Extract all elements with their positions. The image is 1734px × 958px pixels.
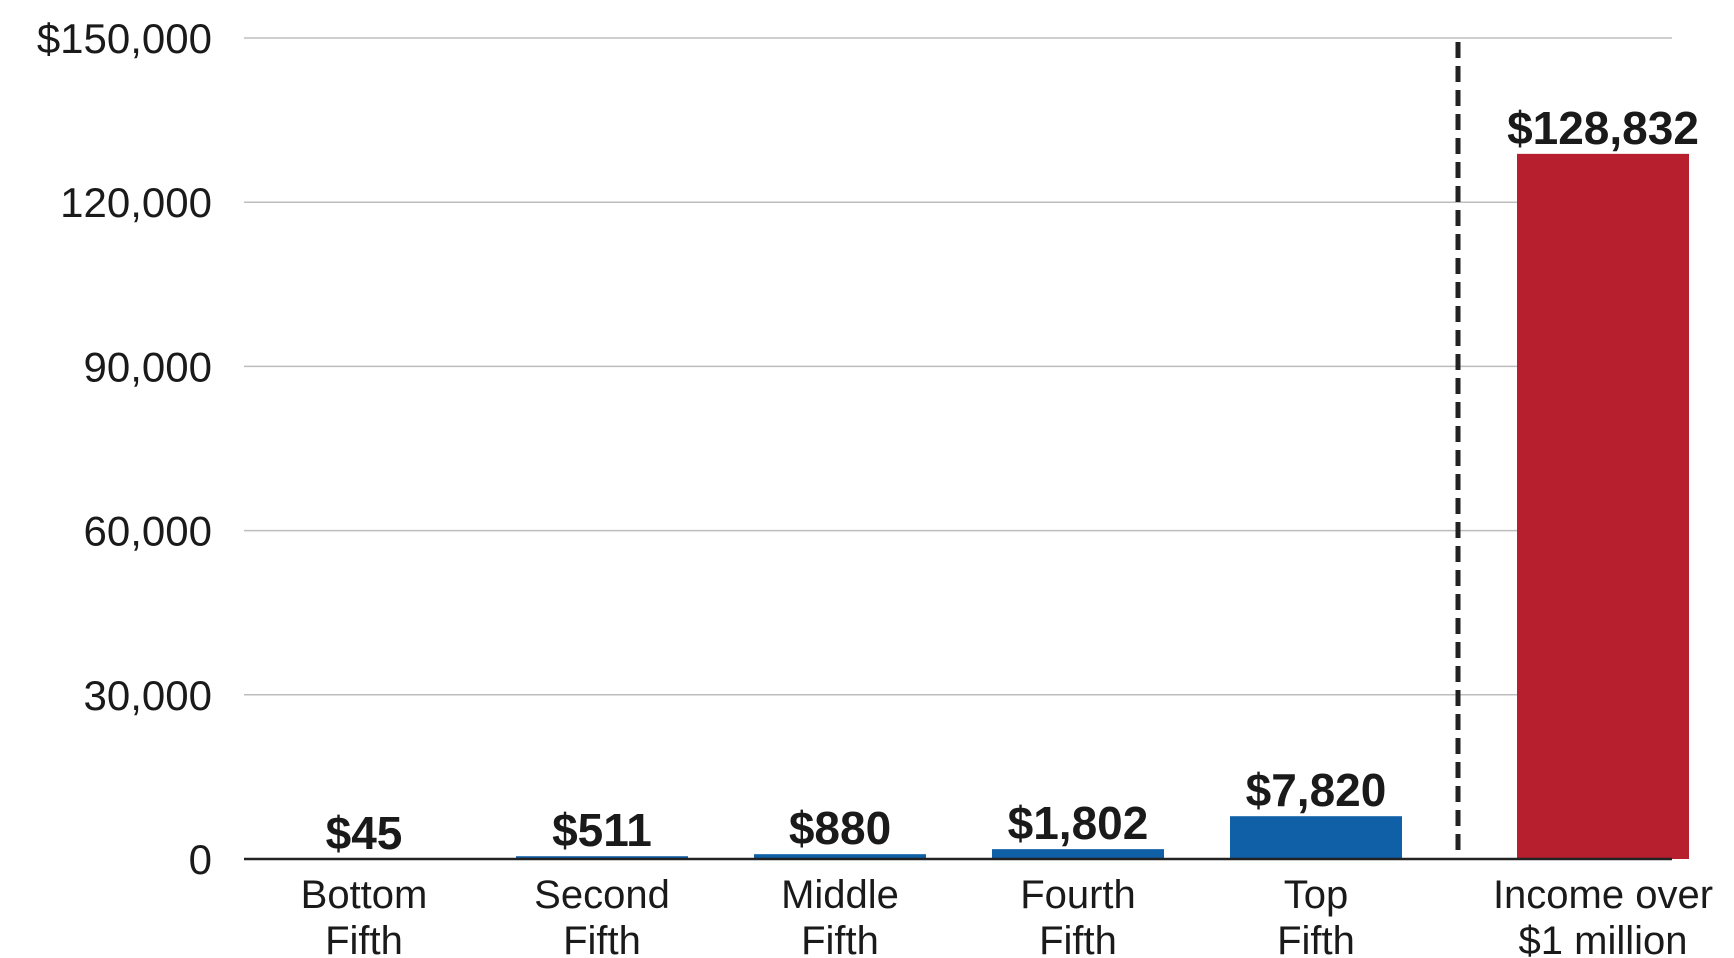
y-tick-label: $150,000 (37, 15, 212, 62)
x-tick-label: Fifth (1277, 919, 1355, 958)
value-label: $128,832 (1507, 102, 1699, 154)
x-tick-label: Fifth (563, 919, 641, 958)
y-tick-label: 60,000 (84, 508, 212, 555)
bar (754, 854, 926, 859)
value-label: $880 (789, 802, 891, 854)
bar (1230, 816, 1402, 859)
x-tick-label: Middle (781, 873, 899, 917)
x-tick-label: Fourth (1020, 873, 1136, 917)
bar (1517, 153, 1689, 860)
value-label: $1,802 (1008, 797, 1149, 849)
x-tick-label: Second (534, 873, 670, 917)
x-tick-label: $1 million (1519, 919, 1688, 958)
x-tick-label: Income over (1493, 873, 1713, 917)
y-tick-label: 120,000 (60, 179, 212, 226)
value-label: $511 (552, 804, 652, 856)
x-tick-label: Top (1284, 873, 1349, 917)
value-label: $7,820 (1246, 764, 1387, 816)
bar (516, 856, 688, 859)
y-tick-label: 0 (189, 836, 212, 883)
x-tick-label: Bottom (301, 873, 428, 917)
x-tick-label: Fifth (325, 919, 403, 958)
bar (992, 849, 1164, 859)
x-tick-label: Fifth (801, 919, 879, 958)
y-tick-label: 30,000 (84, 672, 212, 719)
value-label: $45 (326, 807, 403, 859)
x-tick-label: Fifth (1039, 919, 1117, 958)
y-tick-label: 90,000 (84, 343, 212, 390)
